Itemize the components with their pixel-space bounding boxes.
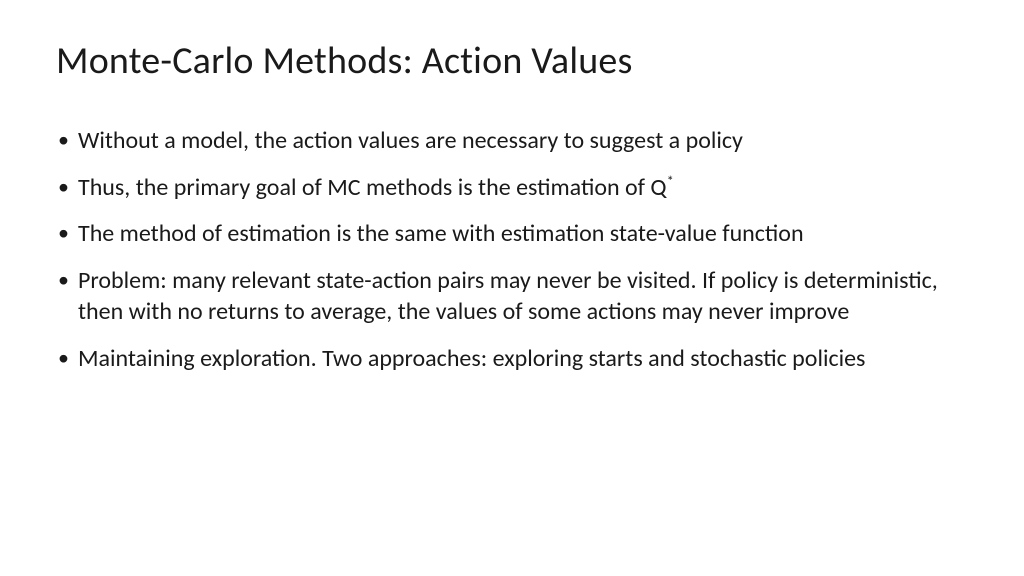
bullet-item: Maintaining exploration. Two approaches:… (56, 344, 968, 375)
bullet-text: Thus, the primary goal of MC methods is … (78, 173, 667, 202)
bullet-text: Without a model, the action values are n… (78, 126, 743, 155)
slide-title: Monte-Carlo Methods: Action Values (56, 38, 968, 84)
bullet-item: Thus, the primary goal of MC methods is … (56, 173, 968, 204)
bullet-item: Problem: many relevant state-action pair… (56, 266, 968, 327)
bullet-item: The method of estimation is the same wit… (56, 219, 968, 250)
bullet-list: Without a model, the action values are n… (56, 126, 968, 374)
superscript: * (667, 172, 674, 190)
bullet-text: The method of estimation is the same wit… (78, 219, 804, 248)
bullet-item: Without a model, the action values are n… (56, 126, 968, 157)
bullet-text: Problem: many relevant state-action pair… (78, 266, 938, 326)
bullet-text: Maintaining exploration. Two approaches:… (78, 344, 865, 373)
